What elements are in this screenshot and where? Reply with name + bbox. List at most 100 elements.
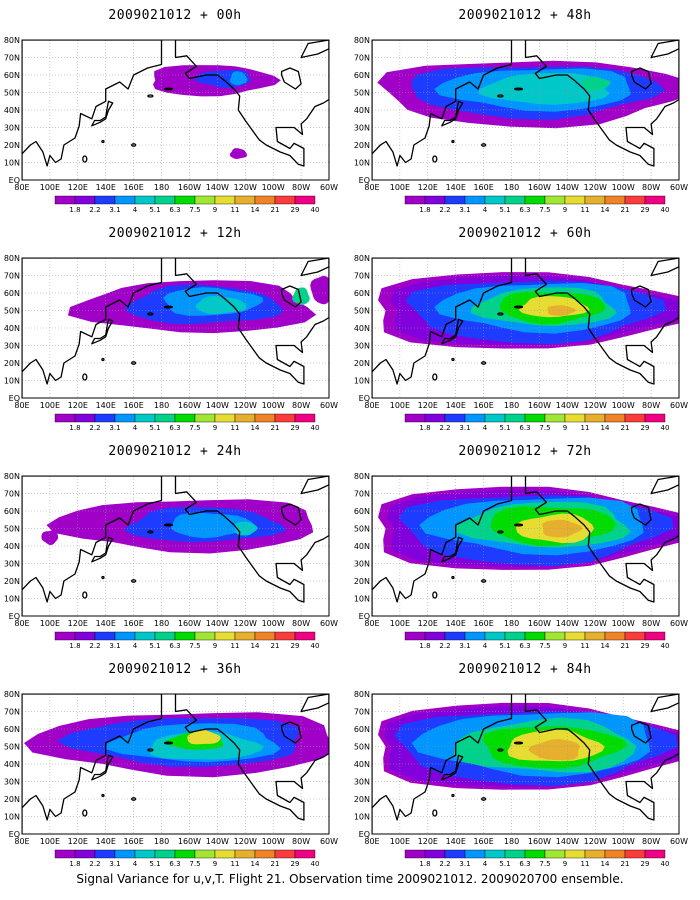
lat-tick-label: 20N [4, 577, 20, 586]
colorbar-label: 9 [563, 206, 567, 214]
colorbar-label: 40 [311, 642, 320, 650]
colorbar-swatch [524, 631, 546, 641]
map-panel-60h: 2009021012 + 60h 80N 70N 60N 50N 40N 30N 20N 10… [350, 218, 700, 433]
colorbar-label: 3.1 [109, 424, 120, 432]
lat-tick-label: 60N [4, 725, 20, 734]
lon-tick-label: 100W [262, 401, 285, 410]
coastlines [372, 694, 679, 834]
colorbar-swatch [234, 631, 256, 641]
colorbar-label: 40 [661, 860, 670, 868]
colorbar-label: 1.8 [69, 642, 80, 650]
colorbar-swatch [94, 631, 116, 641]
lon-tick-label: 100W [612, 619, 635, 628]
lon-tick-label: 120E [68, 837, 88, 846]
lon-tick-label: 140W [206, 183, 229, 192]
colorbar-label: 1.8 [419, 424, 430, 432]
lat-tick-label: 40N [4, 760, 20, 769]
colorbar-label: 7.5 [539, 424, 550, 432]
map-frame [21, 693, 330, 835]
lon-tick-label: 120E [418, 837, 438, 846]
signal-variance-shading [24, 712, 329, 778]
colorbar-swatch [54, 195, 76, 205]
colorbar-label: 40 [311, 860, 320, 868]
lon-tick-label: 80W [642, 401, 660, 410]
lon-tick-label: 180 [504, 619, 519, 628]
colorbar-label: 21 [621, 424, 630, 432]
lon-tick-label: 80E [14, 619, 29, 628]
map-panel-84h: 2009021012 + 84h 80N 70N 60N 50N 40N 30N 20N 10… [350, 654, 700, 869]
colorbar-label: 5.1 [149, 206, 160, 214]
lat-tick-label: 50N [354, 525, 370, 534]
lon-tick-label: 100E [40, 183, 60, 192]
lon-tick-label: 120W [234, 401, 257, 410]
colorbar-label: 2.2 [439, 424, 450, 432]
colorbar-swatch [114, 849, 136, 859]
colorbar-swatch [134, 849, 156, 859]
colorbar-swatch [74, 849, 96, 859]
lon-tick-label: 80E [14, 837, 29, 846]
colorbar-label: 40 [661, 206, 670, 214]
panel-title: 2009021012 + 36h [108, 662, 242, 677]
colorbar-label: 21 [621, 642, 630, 650]
lon-tick-label: 140E [446, 401, 466, 410]
lon-tick-label: 120W [234, 837, 257, 846]
lat-tick-label: 80N [354, 472, 370, 481]
lon-tick-label: 180 [504, 837, 519, 846]
colorbar-swatch [294, 195, 316, 205]
colorbar-swatch [274, 195, 296, 205]
colorbar-label: 11 [231, 642, 240, 650]
colorbar-label: 14 [251, 860, 260, 868]
colorbar-swatch [444, 195, 466, 205]
colorbar-label: 21 [271, 642, 280, 650]
colorbar-label: 1.8 [69, 860, 80, 868]
colorbar-swatch [74, 195, 96, 205]
variance-contour-fill [195, 295, 247, 315]
lon-tick-label: 100E [390, 837, 410, 846]
lon-tick-label: 180 [504, 401, 519, 410]
lon-tick-label: 80E [364, 619, 379, 628]
colorbar-label: 4 [133, 860, 138, 868]
colorbar-swatch [174, 631, 196, 641]
lat-tick-label: 60N [354, 71, 370, 80]
lat-tick-label: 80N [354, 254, 370, 263]
colorbar-label: 14 [601, 424, 610, 432]
lat-tick-label: 30N [354, 124, 370, 133]
colorbar-label: 4 [133, 206, 138, 214]
lat-tick-label: 50N [354, 307, 370, 316]
colorbar-swatch [584, 849, 606, 859]
colorbar-label: 29 [291, 206, 300, 214]
lat-tick-label: 10N [354, 595, 370, 604]
lon-tick-label: 120W [584, 837, 607, 846]
colorbar-swatch [294, 849, 316, 859]
lon-tick-label: 140E [96, 837, 116, 846]
lon-tick-label: 80W [292, 183, 310, 192]
lat-tick-label: 50N [354, 89, 370, 98]
colorbar-swatch [644, 631, 666, 641]
colorbar-label: 11 [231, 860, 240, 868]
colorbar-label: 5.1 [499, 206, 510, 214]
colorbar-label: 9 [563, 860, 567, 868]
colorbar-label: 3.1 [459, 642, 470, 650]
colorbar-swatch [94, 849, 116, 859]
colorbar-swatch [234, 413, 256, 423]
colorbar-swatch [644, 195, 666, 205]
variance-contour-fill [310, 275, 329, 305]
lon-tick-label: 140W [556, 401, 579, 410]
lon-tick-label: 100W [612, 837, 635, 846]
colorbar-swatch [444, 849, 466, 859]
lat-tick-label: EQ [359, 394, 370, 403]
colorbar-label: 21 [271, 206, 280, 214]
lon-tick-label: 100E [40, 837, 60, 846]
variance-contour-fill [542, 519, 583, 538]
colorbar-label: 3.1 [109, 206, 120, 214]
lon-tick-label: 60W [320, 401, 338, 410]
colorbar-swatch [544, 849, 566, 859]
colorbar-swatch [424, 195, 446, 205]
colorbar: 1.8 2.2 3.1 4 5.1 6.3 7.5 9 11 14 21 29 40 [404, 849, 670, 868]
colorbar: 1.8 2.2 3.1 4 5.1 6.3 7.5 9 11 14 21 29 40 [54, 195, 319, 214]
colorbar-label: 11 [231, 206, 240, 214]
colorbar-swatch [294, 413, 316, 423]
colorbar-swatch [404, 195, 426, 205]
colorbar-swatch [294, 631, 316, 641]
